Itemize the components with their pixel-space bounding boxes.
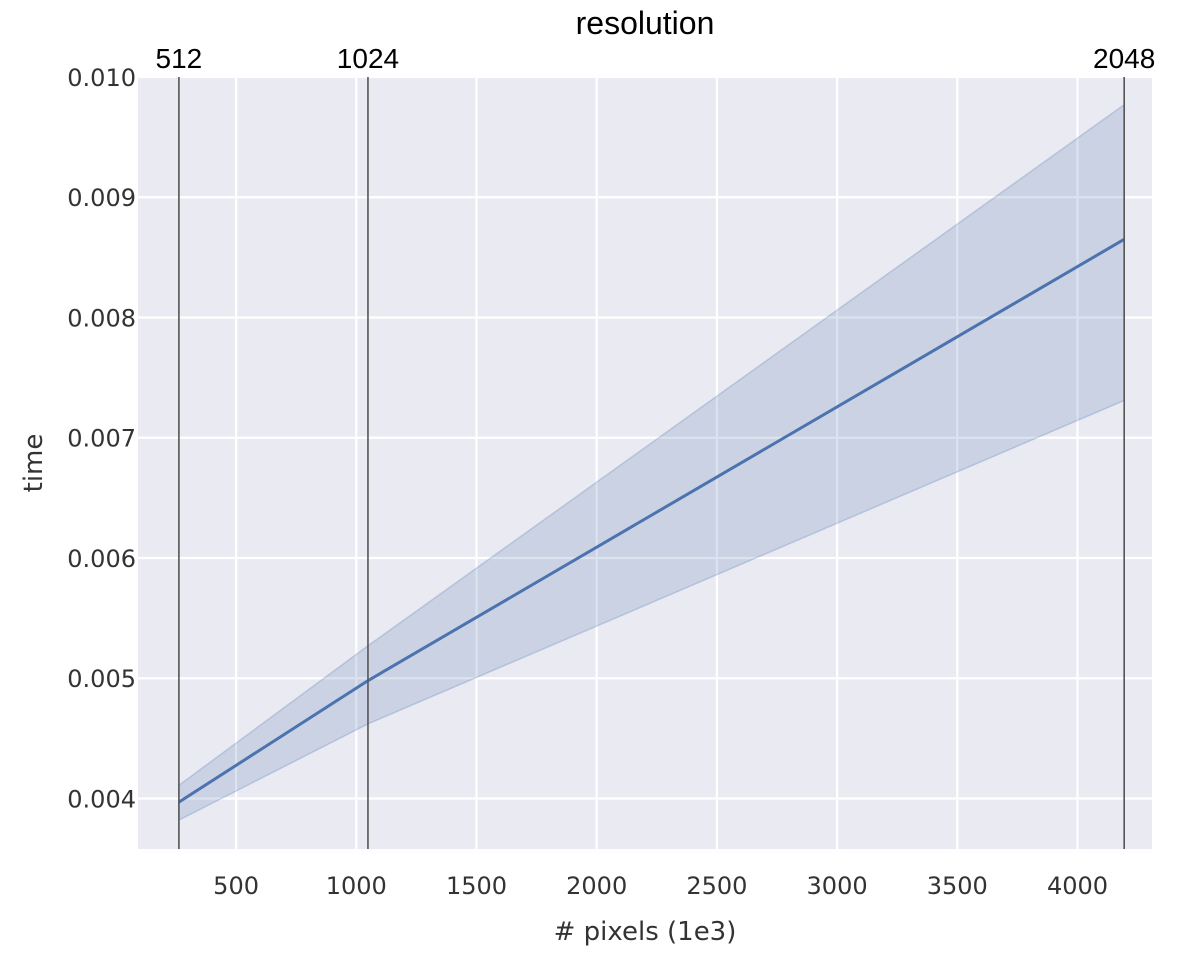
y-tick-label: 0.008 (67, 304, 136, 332)
y-axis-title: time (19, 434, 49, 493)
y-tick-labels: 0.004 0.005 0.006 0.007 0.008 0.009 0.010 (67, 64, 136, 813)
y-tick-label: 0.005 (67, 665, 136, 693)
x-tick-label: 2000 (566, 872, 627, 900)
top-tick-label: 512 (156, 43, 203, 74)
top-tick-label: 1024 (337, 43, 399, 74)
x-tick-label: 3000 (807, 872, 868, 900)
top-tick-labels: 512 1024 2048 (156, 43, 1156, 74)
x-tick-label: 1000 (326, 872, 387, 900)
x-tick-label: 3500 (927, 872, 988, 900)
x-tick-label: 4000 (1047, 872, 1108, 900)
resolution-markers (178, 77, 1125, 849)
top-axis-title: resolution (576, 5, 715, 41)
y-tick-label: 0.010 (67, 64, 136, 92)
x-tick-label: 1500 (446, 872, 507, 900)
y-tick-label: 0.007 (67, 425, 136, 453)
x-tick-label: 500 (213, 872, 259, 900)
x-tick-labels: 500 1000 1500 2000 2500 3000 3500 4000 (213, 872, 1108, 900)
x-tick-label: 2500 (686, 872, 747, 900)
top-tick-label: 2048 (1093, 43, 1155, 74)
grid-lines (138, 75, 1152, 849)
y-tick-label: 0.004 (67, 785, 136, 813)
x-axis-title: # pixels (1e3) (554, 917, 737, 947)
y-tick-label: 0.006 (67, 545, 136, 573)
y-tick-label: 0.009 (67, 184, 136, 212)
